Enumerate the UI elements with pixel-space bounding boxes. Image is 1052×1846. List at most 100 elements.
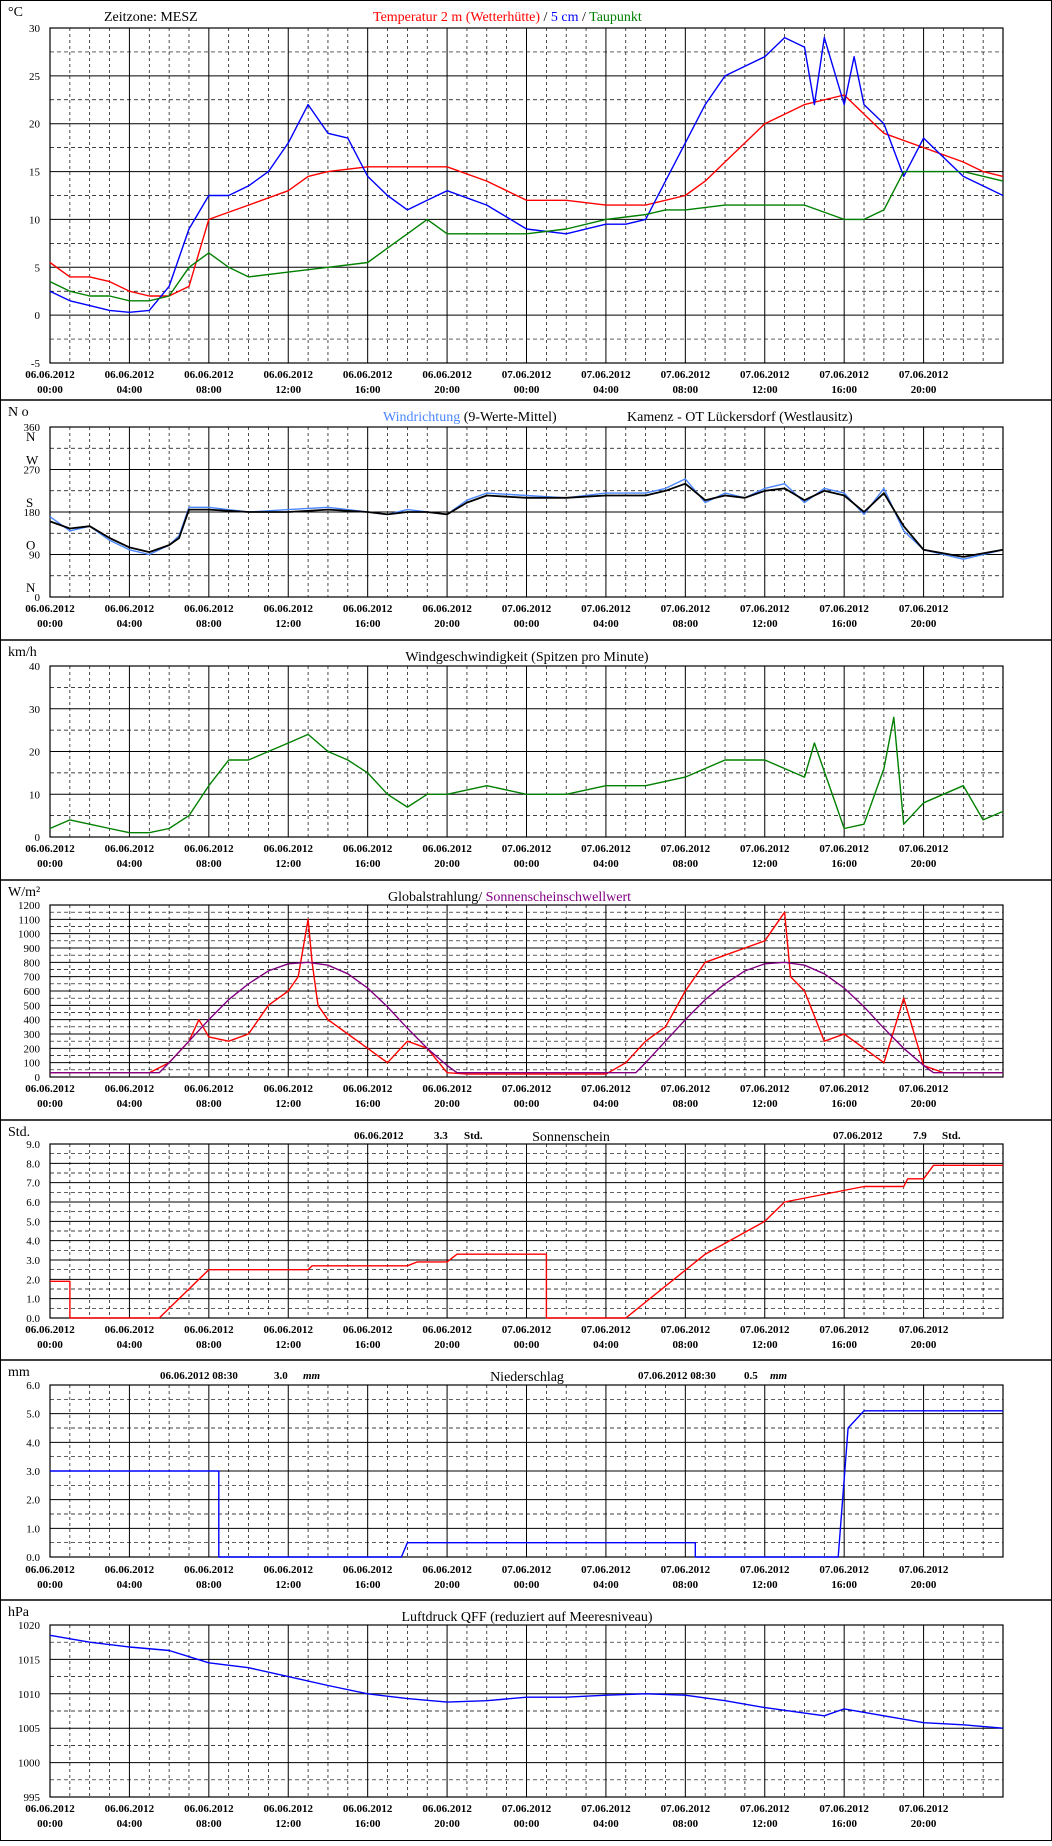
y-tick-label: 995 — [24, 1792, 41, 1804]
chart-title: Niederschlag — [490, 1370, 564, 1385]
x-tick-date: 07.06.2012 — [819, 603, 869, 615]
x-tick-date: 07.06.2012 — [899, 1564, 949, 1576]
y-tick-label: 1010 — [18, 1689, 41, 1701]
x-tick-time: 20:00 — [911, 1339, 937, 1351]
x-tick-time: 08:00 — [672, 1098, 698, 1110]
y-tick-label: 1020 — [18, 1620, 41, 1632]
x-tick-time: 16:00 — [355, 618, 381, 630]
x-tick-date: 07.06.2012 — [581, 1803, 631, 1815]
x-tick-date: 07.06.2012 — [502, 369, 552, 381]
x-tick-time: 12:00 — [275, 618, 301, 630]
chart-title-part: Sonnenscheinschwellwert — [486, 890, 632, 905]
x-tick-date: 07.06.2012 — [740, 1803, 790, 1815]
compass-label: N — [26, 580, 36, 595]
x-tick-time: 16:00 — [355, 1098, 381, 1110]
x-tick-date: 06.06.2012 — [343, 1083, 393, 1095]
x-tick-time: 00:00 — [37, 1579, 63, 1591]
x-tick-date: 06.06.2012 — [184, 843, 234, 855]
x-tick-time: 20:00 — [911, 1818, 937, 1830]
x-tick-date: 07.06.2012 — [899, 1324, 949, 1336]
annotation-value: 0.5 — [744, 1370, 758, 1382]
x-tick-time: 00:00 — [514, 1818, 540, 1830]
y-tick-label: 200 — [24, 1043, 41, 1055]
series-line-sonnenscheinschwellwert — [50, 961, 1003, 1074]
x-tick-date: 06.06.2012 — [343, 843, 393, 855]
y-tick-label: 40 — [29, 661, 41, 673]
x-tick-date: 06.06.2012 — [25, 1324, 75, 1336]
y-tick-label: 7.0 — [26, 1178, 40, 1190]
x-tick-date: 06.06.2012 — [25, 603, 75, 615]
x-tick-time: 08:00 — [672, 384, 698, 396]
x-tick-date: 06.06.2012 — [184, 369, 234, 381]
y-tick-label: 270 — [24, 465, 41, 477]
x-tick-time: 00:00 — [514, 1098, 540, 1110]
x-tick-date: 07.06.2012 — [899, 843, 949, 855]
x-tick-date: 07.06.2012 — [581, 843, 631, 855]
plot-frame — [49, 1143, 1004, 1319]
x-tick-time: 08:00 — [196, 1098, 222, 1110]
chart-title-part: Temperatur 2 m (Wetterhütte) — [373, 10, 540, 25]
series-line-sonnenschein — [50, 1164, 1003, 1319]
y-tick-label: 5.0 — [26, 1409, 40, 1421]
y-tick-label: 20 — [29, 747, 41, 759]
x-tick-date: 06.06.2012 — [264, 1803, 314, 1815]
x-tick-time: 04:00 — [593, 1339, 619, 1351]
x-tick-date: 07.06.2012 — [740, 603, 790, 615]
x-tick-date: 06.06.2012 — [105, 603, 155, 615]
x-tick-time: 16:00 — [831, 1579, 857, 1591]
x-tick-date: 07.06.2012 — [899, 369, 949, 381]
y-tick-label: 900 — [24, 943, 41, 955]
x-tick-date: 06.06.2012 — [184, 1564, 234, 1576]
x-tick-time: 16:00 — [831, 618, 857, 630]
plot-frame — [49, 904, 1004, 1078]
compass-label: S — [26, 495, 33, 510]
unit-label: W/m² — [8, 885, 40, 900]
x-tick-date: 06.06.2012 — [343, 369, 393, 381]
x-tick-date: 06.06.2012 — [105, 1324, 155, 1336]
y-tick-label: 15 — [29, 167, 41, 179]
x-tick-date: 07.06.2012 — [581, 369, 631, 381]
x-tick-time: 00:00 — [514, 858, 540, 870]
x-tick-date: 07.06.2012 — [740, 1083, 790, 1095]
annotation-date: 07.06.2012 — [833, 1130, 883, 1142]
y-tick-label: 0 — [35, 1072, 41, 1084]
x-tick-time: 08:00 — [672, 1579, 698, 1591]
series-line-5-cm — [49, 36, 1004, 313]
chart-panel-wind_speed: 40 30 20 10 0 km/h Windgeschwindigkeit (Spitze… — [0, 639, 1052, 870]
chart-title: Temperatur 2 m (Wetterhütte) / 5 cm / Ta… — [373, 10, 642, 25]
x-tick-date: 06.06.2012 — [184, 1324, 234, 1336]
x-tick-time: 04:00 — [593, 618, 619, 630]
x-tick-date: 06.06.2012 — [25, 369, 75, 381]
y-tick-label: 1.0 — [26, 1294, 40, 1306]
annotation-value: 7.9 — [913, 1130, 927, 1142]
x-tick-time: 20:00 — [911, 618, 937, 630]
x-tick-time: 08:00 — [672, 1339, 698, 1351]
x-tick-time: 20:00 — [434, 618, 460, 630]
x-tick-date: 06.06.2012 — [105, 369, 155, 381]
x-tick-time: 20:00 — [434, 1579, 460, 1591]
x-tick-date: 07.06.2012 — [661, 1803, 711, 1815]
compass-label: O — [26, 538, 35, 553]
x-tick-date: 06.06.2012 — [25, 1564, 75, 1576]
series-line-globalstrahlung — [50, 911, 1003, 1075]
y-tick-label: 0 — [35, 310, 41, 322]
x-tick-time: 04:00 — [117, 1339, 143, 1351]
chart-panel-temperature: 30 25 20 15 10 5 0 -5 °C Zeitzone: MESZ Temperatur… — [8, 5, 1004, 396]
x-tick-date: 06.06.2012 — [264, 1564, 314, 1576]
x-tick-date: 07.06.2012 — [819, 1083, 869, 1095]
annotation-value: 3.3 — [434, 1130, 448, 1142]
x-tick-time: 16:00 — [831, 384, 857, 396]
x-tick-time: 00:00 — [514, 1579, 540, 1591]
x-tick-time: 12:00 — [275, 384, 301, 396]
y-tick-label: 1100 — [18, 914, 40, 926]
unit-label: mm — [8, 1365, 30, 1380]
y-tick-label: 10 — [29, 789, 41, 801]
y-tick-label: 90 — [29, 550, 41, 562]
y-tick-label: 30 — [29, 23, 41, 35]
x-tick-time: 12:00 — [275, 1098, 301, 1110]
y-tick-label: 5.0 — [26, 1216, 40, 1228]
y-tick-label: 800 — [24, 957, 41, 969]
x-tick-date: 06.06.2012 — [184, 1083, 234, 1095]
x-tick-time: 08:00 — [196, 1579, 222, 1591]
